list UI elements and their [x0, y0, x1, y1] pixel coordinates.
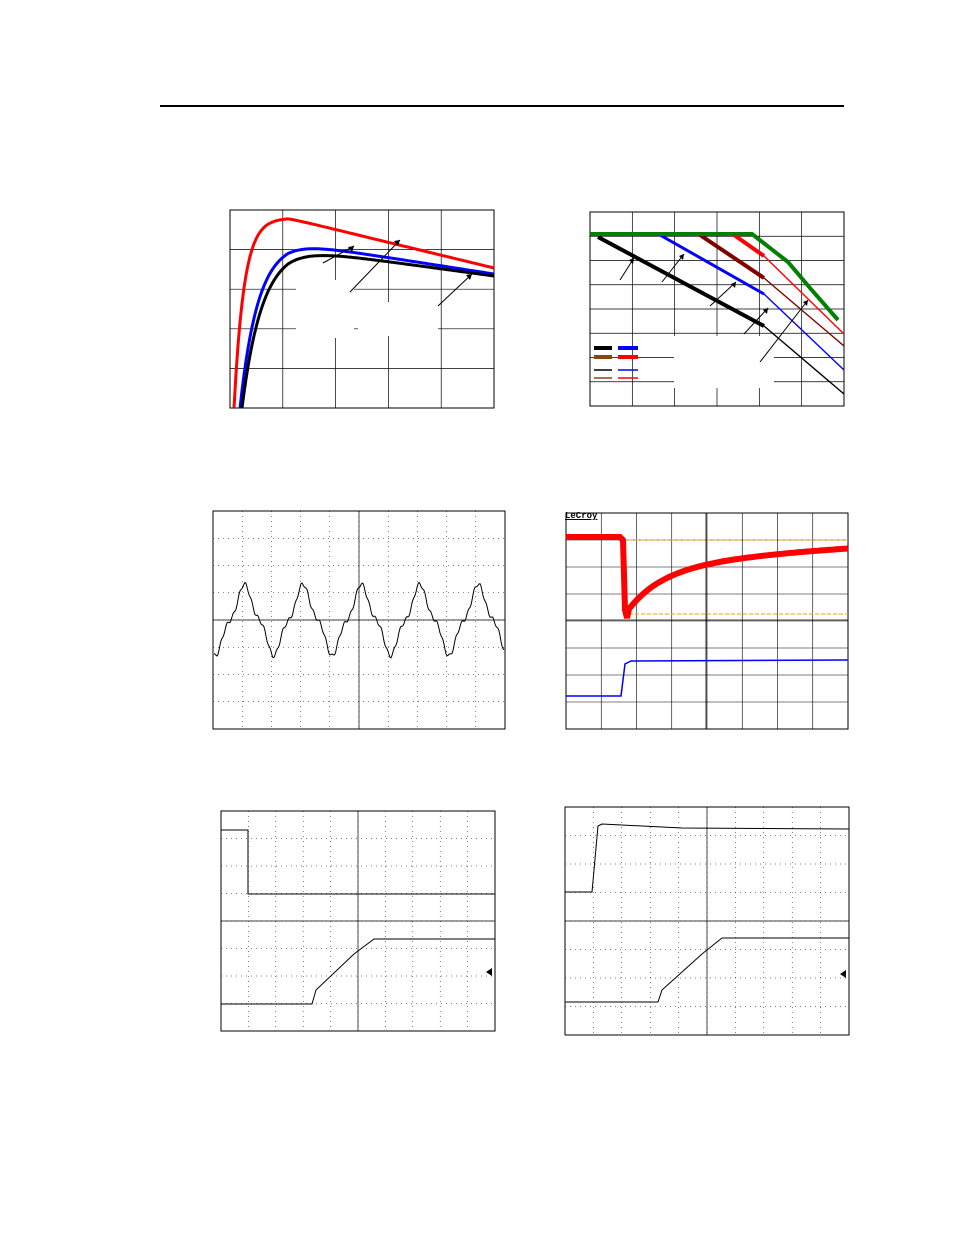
annotation-blank: [358, 302, 438, 336]
annotation-arrow: [709, 281, 737, 307]
transient-scope-capture: LeCroy: [563, 510, 851, 732]
turn-on-scope-capture-1: [218, 808, 498, 1034]
scope-brand-label: LeCroy: [565, 511, 598, 521]
derating-line-green: [590, 232, 840, 322]
derating-line-black-tail: [763, 325, 845, 395]
arrow-head: [394, 240, 400, 246]
efficiency-curve-red: [232, 217, 495, 409]
ripple-scope-capture: [210, 508, 508, 733]
derating-chart: [588, 210, 848, 410]
output-voltage-trace: [566, 534, 849, 619]
annotation-arrow: [759, 299, 809, 363]
derating-line-black: [597, 235, 765, 328]
efficiency-curve-blue: [238, 247, 495, 409]
arrow-head: [679, 254, 684, 260]
output-trace: [221, 938, 495, 1005]
efficiency-chart: [228, 208, 498, 412]
arrow-head: [731, 282, 736, 288]
ground-marker-icon: [840, 970, 846, 978]
annotation-arrow: [437, 273, 473, 307]
annotation-arrow: [322, 245, 355, 264]
arrow-head: [763, 308, 768, 314]
arrow-head: [466, 274, 472, 280]
efficiency-curve-black: [240, 253, 495, 409]
input-trace: [221, 829, 495, 895]
derating-line-darkred-tail: [763, 277, 845, 347]
ground-marker-icon: [486, 968, 492, 976]
arrow-head: [629, 258, 634, 264]
annotation-blank: [296, 280, 354, 338]
annotation-arrow: [661, 253, 685, 283]
derating-line-blue: [659, 233, 765, 296]
derating-line-red-tail: [763, 255, 845, 335]
ripple-trace: [213, 581, 505, 659]
derating-line-darkred: [698, 233, 766, 280]
load-current-trace: [566, 659, 849, 697]
annotation-arrow: [349, 239, 401, 293]
output-trace: [565, 937, 849, 1003]
derating-line-blue-tail: [763, 293, 845, 371]
annotation-blank: [674, 336, 774, 388]
derating-line-red: [732, 233, 766, 258]
input-trace: [565, 823, 850, 893]
arrow-head: [803, 300, 808, 306]
arrow-head: [348, 246, 354, 252]
annotation-arrow: [743, 307, 769, 335]
header-rule: [160, 105, 844, 107]
plot-frame: [229, 209, 495, 409]
turn-on-scope-capture-2: [562, 804, 852, 1040]
